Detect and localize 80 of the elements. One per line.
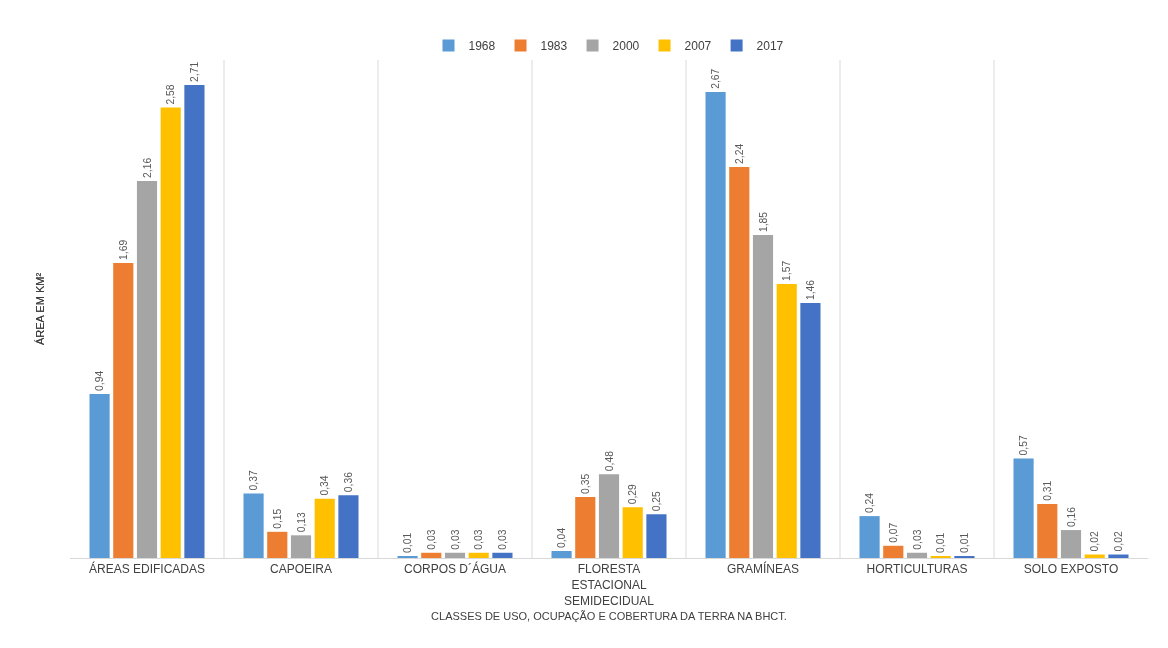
bar — [776, 283, 797, 558]
data-label: 0,15 — [272, 508, 284, 529]
bar — [160, 107, 181, 558]
data-label: 0,03 — [911, 529, 923, 550]
legend-label: 1968 — [468, 39, 496, 54]
data-label: 0,01 — [959, 532, 971, 553]
data-label: 0,25 — [651, 490, 663, 512]
data-label: 0,03 — [449, 529, 461, 550]
data-label: 2,24 — [734, 143, 746, 164]
data-label: 1,46 — [805, 279, 817, 301]
x-axis-title: CLASSES DE USO, OCUPAÇÃO E COBERTURA DA TERRA NA BHCT. — [431, 609, 787, 622]
data-label: 0,03 — [473, 529, 485, 550]
bar — [752, 235, 774, 558]
data-label: 0,48 — [603, 450, 615, 472]
data-label: 0,04 — [556, 527, 568, 549]
bar — [267, 531, 288, 558]
bar — [1108, 554, 1129, 558]
bar — [136, 180, 158, 558]
data-label: 0,03 — [497, 529, 509, 550]
data-label: 0,57 — [1018, 435, 1030, 456]
data-label: 0,34 — [319, 475, 331, 496]
y-axis-title: ÁREA EM KM² — [33, 272, 46, 346]
bar — [314, 498, 335, 558]
bar — [729, 166, 750, 558]
data-label: 2,71 — [189, 61, 201, 82]
data-label: 0,02 — [1089, 531, 1101, 552]
x-tick-label: GRAMÍNEAS — [726, 561, 800, 577]
data-label: 2,58 — [165, 84, 177, 105]
bar — [1013, 458, 1034, 558]
data-label: 0,29 — [627, 483, 639, 505]
bar — [290, 535, 312, 558]
legend-label: 2000 — [612, 39, 640, 54]
bar — [622, 507, 643, 558]
data-label: 1,85 — [757, 211, 769, 233]
x-tick-label: FLORESTA ESTACIONAL SEMIDECIDUAL — [563, 562, 655, 608]
data-label: 0,31 — [1042, 480, 1054, 501]
bar — [243, 493, 264, 558]
data-label: 0,35 — [580, 473, 592, 494]
x-tick-label: ÁREAS EDIFICADAS — [88, 561, 206, 577]
bar — [906, 552, 928, 558]
data-label: 0,37 — [248, 470, 260, 491]
data-label: 0,01 — [935, 532, 947, 553]
data-label: 0,16 — [1065, 506, 1077, 528]
x-tick-label: CORPOS D´ÁGUA — [403, 561, 507, 577]
bar — [646, 514, 667, 558]
bar — [800, 303, 821, 558]
data-label: 0,36 — [343, 471, 355, 493]
bar — [338, 495, 359, 558]
legend-label: 1983 — [540, 39, 568, 54]
x-tick-label: CAPOEIRA — [269, 562, 333, 577]
bar — [575, 496, 596, 558]
x-tick-label: HORTICULTURAS — [866, 562, 968, 577]
data-label: 1,57 — [781, 260, 793, 281]
data-label: 0,01 — [402, 532, 414, 553]
x-tick-label: SOLO EXPOSTO — [1023, 562, 1119, 577]
legend-label: 2007 — [684, 39, 712, 54]
data-label: 0,07 — [888, 522, 900, 543]
bar — [444, 552, 466, 558]
bar — [883, 545, 904, 558]
bar — [551, 551, 572, 558]
legend-label: 2017 — [756, 39, 784, 54]
data-label: 2,67 — [710, 68, 722, 89]
data-label: 1,69 — [118, 239, 130, 260]
bar — [468, 552, 489, 558]
data-label: 0,94 — [94, 370, 106, 391]
bar — [859, 516, 880, 558]
data-label: 0,24 — [864, 492, 876, 514]
data-label: 0,03 — [426, 529, 438, 550]
bar — [492, 552, 513, 558]
data-label: 2,16 — [141, 157, 153, 178]
bar — [1060, 530, 1082, 558]
data-label: 0,02 — [1113, 531, 1125, 552]
bar — [705, 91, 726, 558]
data-label: 0,13 — [295, 511, 307, 533]
bar — [421, 552, 442, 558]
bar — [184, 84, 205, 558]
bar — [89, 393, 110, 558]
bar — [1037, 503, 1058, 558]
bar — [598, 474, 620, 558]
bar — [113, 262, 134, 558]
